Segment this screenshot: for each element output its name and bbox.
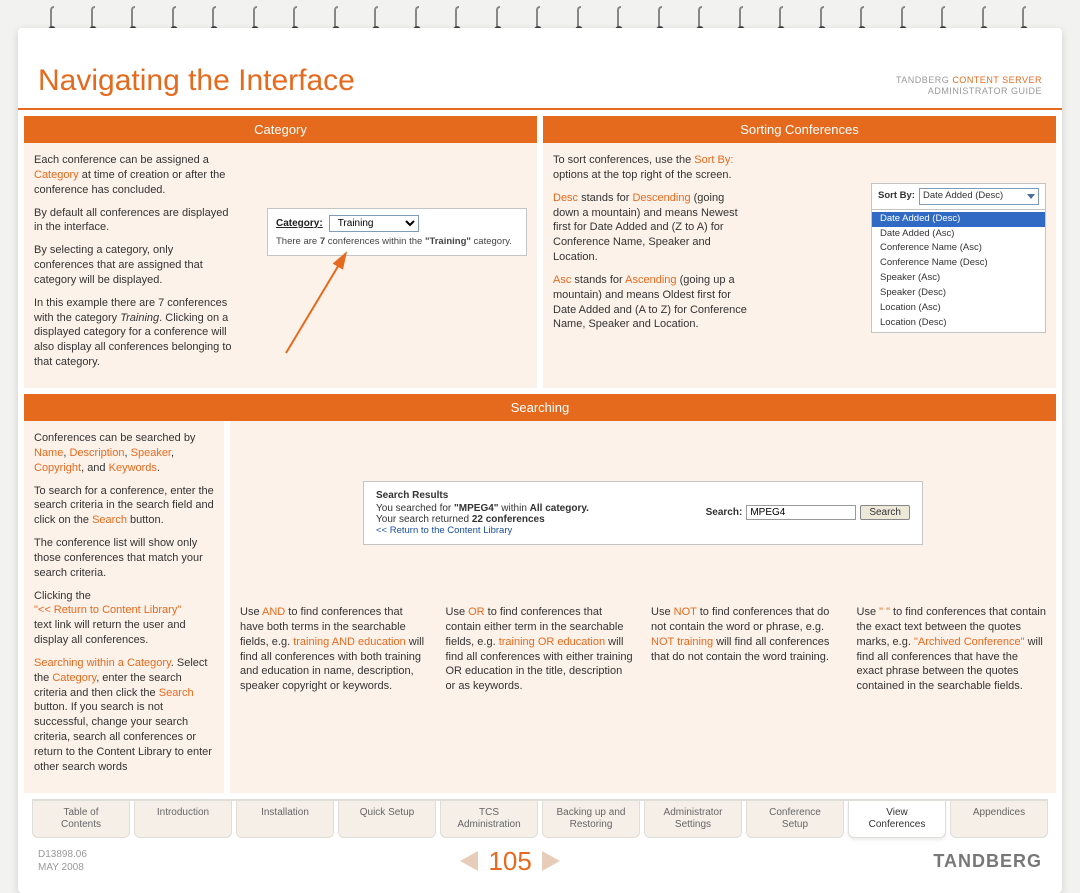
category-example-caption: There are 7 conferences within the "Trai…	[276, 236, 518, 249]
category-p1: Each conference can be assigned a Catego…	[34, 153, 234, 198]
sort-example-box: Sort By: Date Added (Desc) Date Added (D…	[871, 183, 1046, 333]
brand-logo: TANDBERG	[933, 851, 1042, 872]
tab-bar: Table ofContentsIntroduction Installatio…	[32, 799, 1048, 838]
search-right-panel: Search Results You searched for "MPEG4" …	[230, 421, 1056, 793]
brand-name: TANDBERG	[896, 75, 952, 85]
top-columns: Each conference can be assigned a Catego…	[18, 143, 1062, 394]
nav-tab[interactable]: Backing up andRestoring	[542, 801, 640, 838]
sort-p3: Asc stands for Ascending (going up a mou…	[553, 273, 753, 332]
next-page-icon[interactable]	[542, 851, 560, 871]
nav-tab[interactable]: Appendices	[950, 801, 1048, 838]
page-title: Navigating the Interface	[38, 64, 355, 98]
sort-option[interactable]: Speaker (Desc)	[872, 286, 1045, 301]
nav-tab[interactable]: Table ofContents	[32, 801, 130, 838]
operator-quote: Use " " to find conferences that contain…	[857, 605, 1047, 694]
operator-grid: Use AND to find conferences that have bo…	[240, 605, 1046, 694]
sort-options-list: Date Added (Desc)Date Added (Asc)Confere…	[872, 210, 1045, 333]
page: Navigating the Interface TANDBERG CONTEN…	[18, 28, 1062, 893]
sort-option[interactable]: Location (Asc)	[872, 301, 1045, 316]
search-left-panel: Conferences can be searched by Name, Des…	[24, 421, 224, 793]
nav-tab[interactable]: ConferenceSetup	[746, 801, 844, 838]
sort-option[interactable]: Location (Desc)	[872, 316, 1045, 331]
searching-section-title: Searching	[24, 394, 1056, 421]
search-p2: To search for a conference, enter the se…	[34, 484, 214, 529]
brand-product: CONTENT SERVER	[952, 75, 1042, 85]
nav-tab[interactable]: TCSAdministration	[440, 801, 538, 838]
search-results-title: Search Results	[376, 490, 589, 501]
sort-p1: To sort conferences, use the Sort By: op…	[553, 153, 753, 183]
sort-option[interactable]: Conference Name (Asc)	[872, 241, 1045, 256]
operator-and: Use AND to find conferences that have bo…	[240, 605, 430, 694]
category-p3: By selecting a category, only conference…	[34, 243, 234, 288]
category-p2: By default all conferences are displayed…	[34, 206, 234, 236]
search-results-line2: Your search returned 22 conferences	[376, 514, 589, 525]
nav-tab[interactable]: Introduction	[134, 801, 232, 838]
category-section-title: Category	[24, 116, 537, 143]
nav-tab[interactable]: Installation	[236, 801, 334, 838]
sort-option[interactable]: Speaker (Asc)	[872, 271, 1045, 286]
category-p4: In this example there are 7 conferences …	[34, 296, 234, 370]
page-navigator: 105	[460, 846, 559, 877]
top-section-titles: Category Sorting Conferences	[18, 110, 1062, 143]
nav-tab[interactable]: Quick Setup	[338, 801, 436, 838]
chevron-down-icon	[1027, 194, 1035, 199]
sort-option[interactable]: Date Added (Desc)	[872, 212, 1045, 227]
search-p3: The conference list will show only those…	[34, 536, 214, 581]
search-results-box: Search Results You searched for "MPEG4" …	[363, 481, 923, 545]
category-dropdown[interactable]: Training	[329, 215, 419, 232]
sort-option[interactable]: Conference Name (Desc)	[872, 256, 1045, 271]
doc-type: ADMINISTRATOR GUIDE	[896, 86, 1042, 98]
search-p5: Searching within a Category. Select the …	[34, 656, 214, 775]
search-button[interactable]: Search	[860, 505, 910, 520]
sort-option[interactable]: Date Added (Asc)	[872, 227, 1045, 242]
return-library-link[interactable]: << Return to the Content Library	[376, 525, 589, 536]
search-input[interactable]	[746, 505, 856, 520]
page-footer: D13898.06 MAY 2008 105 TANDBERG	[18, 838, 1062, 883]
search-grid: Conferences can be searched by Name, Des…	[18, 421, 1062, 799]
category-panel: Each conference can be assigned a Catego…	[24, 143, 537, 388]
operator-not: Use NOT to find conferences that do not …	[651, 605, 841, 694]
sort-p2: Desc stands for Descending (going down a…	[553, 191, 753, 265]
operator-or: Use OR to find conferences that contain …	[446, 605, 636, 694]
sorting-section-title: Sorting Conferences	[543, 116, 1056, 143]
search-p4: Clicking the "<< Return to Content Libra…	[34, 589, 214, 648]
search-p1: Conferences can be searched by Name, Des…	[34, 431, 214, 476]
search-results-line1: You searched for "MPEG4" within All cate…	[376, 503, 589, 514]
sorting-panel: To sort conferences, use the Sort By: op…	[543, 143, 1056, 388]
doc-info: D13898.06 MAY 2008	[38, 848, 87, 874]
nav-tab[interactable]: ViewConferences	[848, 801, 946, 838]
search-field-label: Search:	[706, 507, 743, 518]
nav-tab[interactable]: AdministratorSettings	[644, 801, 742, 838]
category-example-label: Category:	[276, 217, 323, 231]
page-number: 105	[488, 846, 531, 877]
prev-page-icon[interactable]	[460, 851, 478, 871]
sort-label: Sort By:	[878, 190, 915, 203]
page-header: Navigating the Interface TANDBERG CONTEN…	[18, 28, 1062, 110]
brand-block: TANDBERG CONTENT SERVER ADMINISTRATOR GU…	[896, 75, 1042, 98]
sort-dropdown[interactable]: Date Added (Desc)	[919, 188, 1039, 205]
arrow-icon	[276, 243, 366, 363]
category-example-box: Category: Training There are 7 conferenc…	[267, 208, 527, 256]
